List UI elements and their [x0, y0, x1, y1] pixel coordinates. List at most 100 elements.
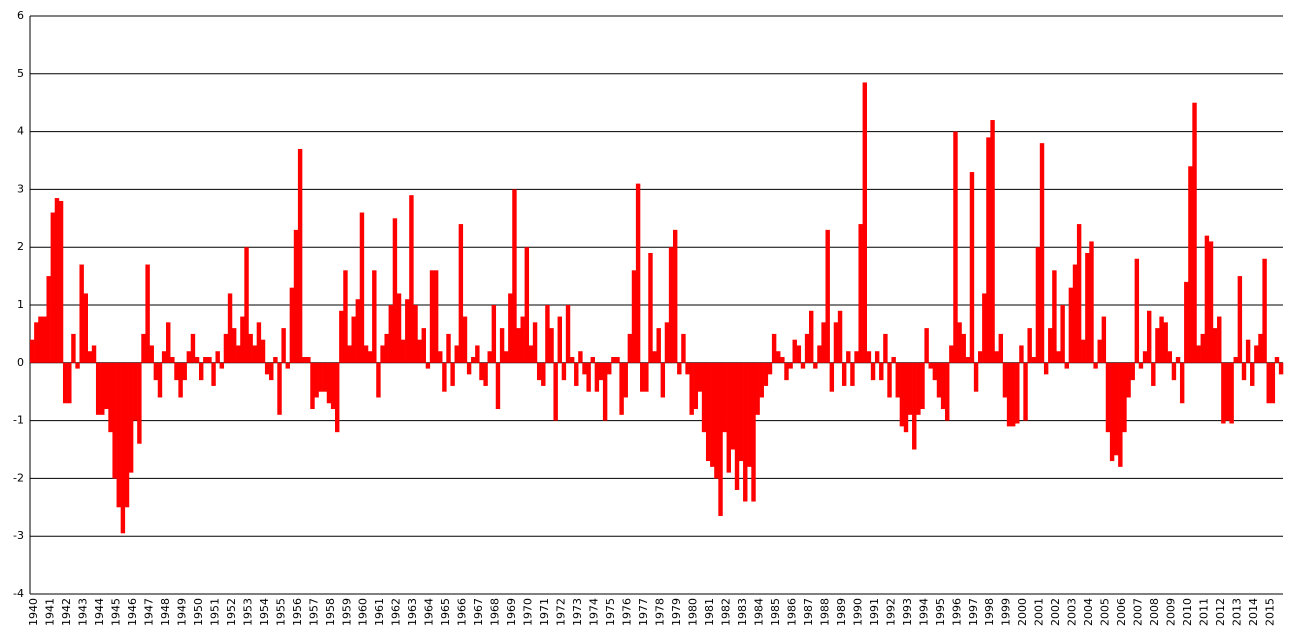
bar [1208, 241, 1214, 363]
bar [248, 333, 253, 363]
bar [899, 362, 905, 427]
bar [1085, 252, 1090, 363]
bar [924, 328, 929, 363]
bar [1122, 362, 1127, 433]
bar [277, 362, 282, 415]
bar [137, 362, 142, 444]
bar [50, 212, 56, 363]
bar [1019, 345, 1024, 363]
bar [668, 247, 674, 363]
bar [705, 362, 711, 462]
x-tick-label: 1942 [60, 598, 73, 626]
bar [343, 270, 348, 363]
bar [780, 357, 785, 363]
bar [351, 316, 356, 363]
bar [734, 362, 740, 490]
bar [1056, 351, 1061, 363]
bar [38, 316, 43, 363]
bar [590, 357, 595, 363]
x-tick-label: 1943 [76, 598, 89, 626]
x-tick-label: 2006 [1115, 598, 1128, 626]
bar [264, 362, 270, 375]
bar [672, 229, 678, 363]
bar [462, 316, 468, 363]
bar [215, 351, 220, 363]
x-tick-label: 1999 [1000, 598, 1013, 626]
bar [1126, 362, 1131, 398]
bar [681, 333, 686, 363]
x-tick-label: 2004 [1082, 598, 1095, 626]
bar [1159, 316, 1164, 363]
x-tick-label: 1946 [126, 598, 139, 626]
bar [804, 333, 810, 363]
x-tick-label: 2015 [1264, 598, 1277, 626]
bar [34, 322, 39, 363]
bar [796, 345, 802, 363]
bar [256, 322, 262, 363]
bar [223, 333, 229, 363]
bar [660, 362, 666, 398]
y-tick-label: -4 [13, 587, 24, 600]
bar [384, 333, 389, 363]
x-tick-label: 1975 [604, 598, 617, 626]
bar [1015, 362, 1020, 424]
bar [157, 362, 163, 398]
bar [1031, 357, 1036, 363]
x-tick-label: 2002 [1049, 598, 1062, 626]
bar [314, 362, 319, 398]
bar [850, 362, 855, 386]
bar [837, 310, 843, 363]
bar [574, 362, 579, 386]
bar [124, 362, 130, 508]
bar [887, 362, 892, 398]
bar [75, 362, 80, 369]
bar [433, 270, 439, 363]
bar [541, 362, 546, 386]
x-tick-label: 1959 [340, 598, 353, 626]
bar [306, 357, 311, 363]
y-tick-label: -2 [13, 471, 24, 484]
bar [231, 328, 237, 363]
x-tick-label: 1981 [703, 598, 716, 626]
bar [95, 362, 101, 415]
bar [310, 362, 315, 410]
bar [289, 287, 295, 363]
y-tick-label: -1 [13, 414, 24, 427]
bar [693, 362, 699, 410]
bar [1217, 316, 1222, 363]
bar [112, 362, 117, 479]
bar [499, 328, 505, 363]
bar [710, 362, 715, 467]
x-tick-label: 1967 [472, 598, 485, 626]
bar [965, 357, 971, 363]
bar [578, 351, 583, 363]
bar [747, 362, 752, 467]
bar [170, 357, 175, 363]
x-tick-label: 1980 [686, 598, 699, 626]
bar [990, 120, 995, 363]
x-tick-label: 1985 [769, 598, 782, 626]
bar [718, 362, 723, 516]
x-tick-label: 1978 [654, 598, 667, 626]
bar [174, 362, 179, 381]
y-tick-label: -3 [13, 529, 24, 542]
x-tick-label: 2009 [1165, 598, 1178, 626]
x-tick-label: 1960 [357, 598, 370, 626]
bar [219, 362, 225, 369]
bar [1105, 362, 1111, 433]
bar [656, 328, 661, 363]
bar [1171, 362, 1177, 381]
bar [475, 345, 480, 363]
bar [396, 293, 402, 363]
x-tick-label: 1986 [785, 598, 798, 626]
bar [977, 351, 983, 363]
bar [1006, 362, 1012, 427]
bar [714, 362, 719, 479]
bar [339, 310, 344, 363]
y-tick-label: 4 [17, 125, 24, 138]
bar [458, 224, 464, 363]
bar [182, 362, 187, 381]
bar [615, 357, 620, 363]
bar [1035, 247, 1041, 363]
x-tick-label: 1977 [637, 598, 650, 626]
